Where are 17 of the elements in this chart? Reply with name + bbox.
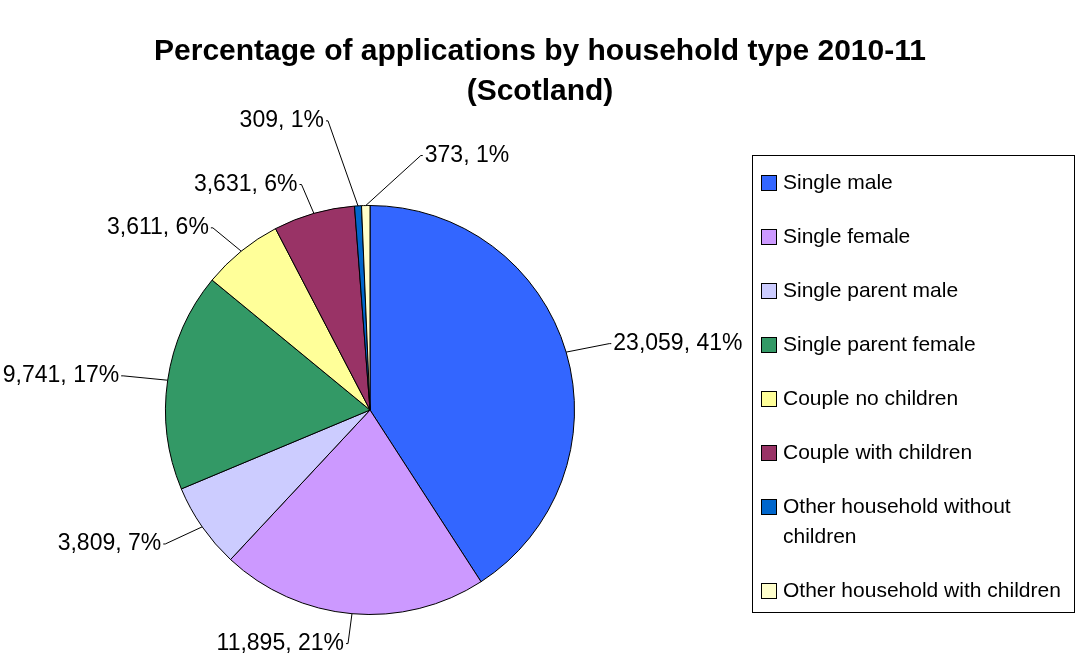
legend-label: Other household with children — [783, 577, 1061, 603]
legend-label: Couple no children — [783, 385, 959, 411]
chart-title: Percentage of applications by household type 2010-11 (Scotland) — [154, 33, 926, 106]
data-label: 309, 1% — [239, 106, 324, 133]
legend-label: Single parent female — [783, 331, 976, 357]
data-label: 3,631, 6% — [193, 169, 298, 196]
data-label: 23,059, 41% — [613, 328, 743, 355]
data-label: 373, 1% — [424, 140, 510, 167]
legend-label: Single parent male — [783, 277, 959, 303]
data-label: 3,809, 7% — [57, 529, 162, 556]
legend-label: Single female — [783, 223, 911, 249]
legend-label: Couple with children — [783, 439, 973, 465]
legend-label: Other household without children — [783, 493, 1012, 549]
legend-label: Single male — [783, 169, 893, 195]
data-label: 3,611, 6% — [106, 213, 209, 240]
data-label: 11,895, 21% — [216, 628, 345, 655]
data-label: 9,741, 17% — [2, 361, 120, 388]
